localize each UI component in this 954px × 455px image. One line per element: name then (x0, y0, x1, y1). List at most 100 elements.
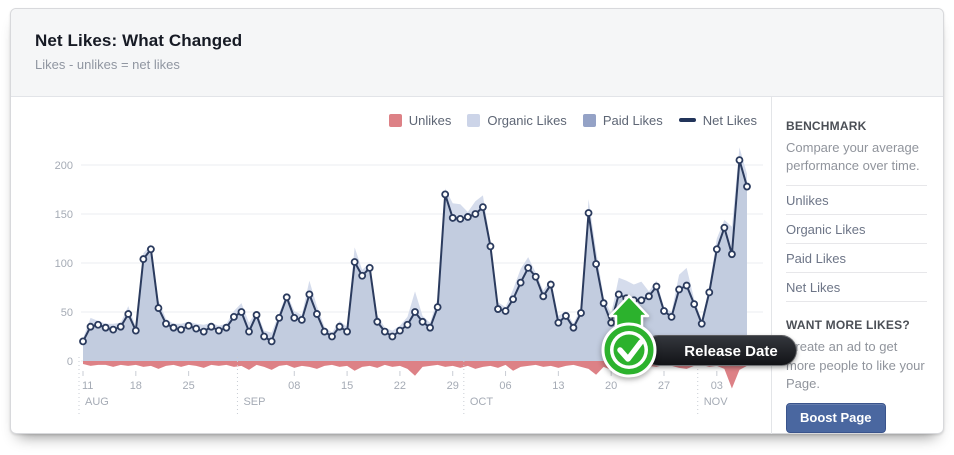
legend-item-unlikes[interactable]: Unlikes (388, 113, 451, 128)
data-point (509, 295, 517, 304)
x-tick-label: 22 (394, 380, 406, 392)
unlikes-swatch-icon (388, 113, 402, 127)
data-point (358, 271, 367, 280)
data-point (712, 245, 721, 254)
card-header: Net Likes: What Changed Likes - unlikes … (11, 9, 943, 97)
x-tick-label: 03 (711, 380, 723, 392)
x-tick-label: 18 (130, 380, 142, 392)
data-point (147, 245, 155, 254)
data-point (411, 308, 419, 316)
legend-label: Paid Likes (602, 112, 663, 128)
x-tick-label: 06 (499, 380, 511, 392)
data-point (290, 313, 299, 322)
benchmark-item-organic-likes[interactable]: Organic Likes (786, 215, 927, 245)
data-point (682, 281, 691, 290)
data-point (192, 324, 201, 333)
data-point (380, 327, 389, 336)
data-point (660, 307, 668, 315)
boost-page-button[interactable]: Boost Page (786, 402, 886, 433)
data-point (584, 209, 593, 217)
data-point (471, 210, 480, 218)
data-point (675, 285, 683, 294)
net-likes-markers (79, 156, 751, 346)
data-point (116, 322, 125, 331)
benchmark-description: Compare your average performance over ti… (786, 139, 927, 187)
data-point (554, 318, 563, 327)
data-point (667, 312, 676, 321)
data-point (652, 282, 661, 291)
data-point (735, 156, 744, 165)
page-subtitle: Likes - unlikes = net likes (35, 57, 180, 72)
data-point (275, 313, 284, 322)
data-point (486, 242, 495, 251)
data-point (214, 326, 223, 335)
x-axis: AUG SEP OCT NOV 11 18 25 08 15 22 29 06 13 20 27 03 (78, 357, 729, 414)
promo-section: WANT MORE LIKES? Create an ad to get mor… (786, 318, 927, 433)
x-tick-label: 15 (341, 380, 353, 392)
data-point (373, 317, 382, 326)
data-point (313, 310, 321, 318)
data-point (516, 278, 525, 287)
card-body: Unlikes Organic Likes Paid Likes Net Lik… (11, 97, 943, 434)
legend-label: Organic Likes (487, 112, 567, 128)
benchmark-item-net-likes[interactable]: Net Likes (786, 273, 927, 303)
y-tick-label: 150 (55, 209, 73, 221)
data-point (169, 323, 178, 332)
data-point (562, 312, 570, 320)
x-tick-label: 20 (605, 380, 617, 392)
paid-likes-swatch-icon (582, 113, 596, 127)
month-label: OCT (470, 396, 494, 408)
data-point (426, 323, 434, 332)
data-point (184, 321, 193, 330)
y-tick-label: 100 (55, 258, 73, 270)
checkmark-icon (617, 339, 645, 362)
data-point (222, 323, 231, 332)
data-point (448, 214, 457, 222)
data-point (531, 272, 540, 281)
data-point (388, 332, 397, 341)
data-point (577, 309, 585, 317)
data-point (260, 332, 268, 341)
month-label: NOV (704, 396, 729, 408)
data-point (433, 303, 442, 312)
data-point (546, 280, 555, 289)
data-point (592, 260, 600, 268)
data-point (94, 320, 102, 329)
promo-title: WANT MORE LIKES? (786, 318, 910, 333)
data-point (697, 319, 706, 328)
data-point (743, 182, 751, 191)
x-tick-label: 25 (183, 380, 195, 392)
benchmark-item-unlikes[interactable]: Unlikes (786, 186, 927, 216)
y-tick-label: 50 (61, 307, 73, 319)
data-point (728, 250, 736, 259)
release-date-tooltip: Release Date (643, 335, 797, 366)
benchmark-sidebar: BENCHMARK Compare your average performan… (771, 97, 943, 434)
benchmark-item-paid-likes[interactable]: Paid Likes (786, 244, 927, 274)
data-point (335, 322, 344, 331)
release-date-marker-icon[interactable] (600, 294, 658, 380)
data-point (320, 327, 329, 336)
insights-card: Net Likes: What Changed Likes - unlikes … (10, 8, 944, 434)
data-point (607, 318, 616, 327)
data-point (418, 317, 427, 326)
data-point (177, 325, 185, 334)
marker-circle-inner (613, 334, 645, 366)
data-point (403, 320, 412, 329)
x-tick-label: 27 (658, 380, 670, 392)
legend-item-paid-likes[interactable]: Paid Likes (582, 112, 663, 128)
legend-item-net-likes[interactable]: Net Likes (678, 113, 757, 128)
chart-column: Unlikes Organic Likes Paid Likes Net Lik… (11, 97, 797, 434)
data-point (720, 223, 729, 232)
data-point (645, 292, 653, 301)
benchmark-title: BENCHMARK (786, 119, 867, 133)
legend-item-organic-likes[interactable]: Organic Likes (467, 112, 567, 128)
data-point (501, 307, 510, 315)
data-point (245, 327, 253, 336)
page-title: Net Likes: What Changed (35, 31, 243, 50)
data-point (365, 263, 374, 272)
data-point (252, 311, 261, 319)
net-likes-line-swatch-icon (678, 118, 696, 122)
data-point (154, 304, 163, 312)
data-point (396, 326, 404, 335)
data-point (614, 290, 623, 299)
